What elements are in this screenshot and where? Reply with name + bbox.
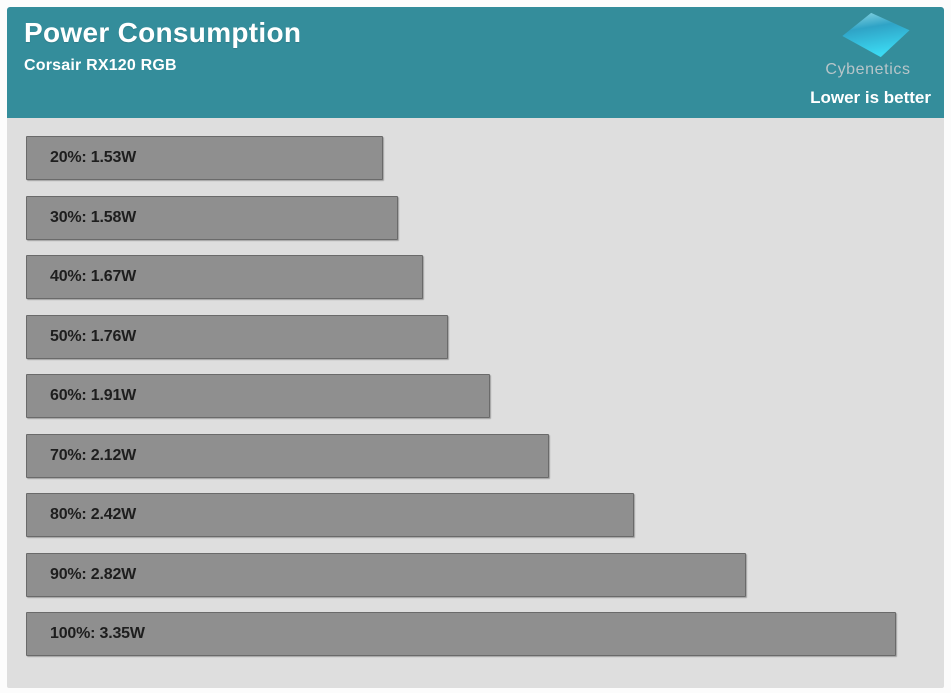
power-consumption-bar: 80%: 2.42W xyxy=(26,493,634,537)
power-consumption-bar: 60%: 1.91W xyxy=(26,374,491,418)
power-consumption-bar: 100%: 3.35W xyxy=(26,612,896,656)
bar-label: 50%: 1.76W xyxy=(50,327,137,345)
power-consumption-bar: 50%: 1.76W xyxy=(26,314,449,359)
bar-label: 60%: 1.91W xyxy=(50,387,137,404)
power-consumption-bar: 70%: 2.12W xyxy=(26,433,550,478)
page-subtitle: Corsair RX120 RGB xyxy=(24,57,177,74)
bar-row: 20%: 1.53W xyxy=(26,136,935,180)
chart-header: Power Consumption Corsair RX120 RGB Cybe… xyxy=(7,7,944,118)
page-title: Power Consumption xyxy=(24,17,302,48)
bar-label: 70%: 2.12W xyxy=(50,446,137,464)
note-lower-is-better: Lower is better xyxy=(810,88,931,107)
brand-block: Cybenetics Lower is better xyxy=(805,11,931,108)
cybenetics-logo-icon xyxy=(842,12,910,58)
bar-row: 100%: 3.35W xyxy=(26,612,935,656)
bar-chart: 20%: 1.53W 30%: 1.58W 40%: 1.67W 50%: 1.… xyxy=(7,118,944,688)
power-consumption-bar: 40%: 1.67W xyxy=(26,255,423,299)
bar-chart-rows: 20%: 1.53W 30%: 1.58W 40%: 1.67W 50%: 1.… xyxy=(26,136,935,656)
bar-row: 60%: 1.91W xyxy=(26,374,935,418)
page-frame: Power Consumption Corsair RX120 RGB Cybe… xyxy=(7,7,944,688)
bar-label: 20%: 1.53W xyxy=(50,149,137,166)
bar-row: 80%: 2.42W xyxy=(26,493,935,537)
bar-row: 30%: 1.58W xyxy=(26,195,935,240)
bar-row: 90%: 2.82W xyxy=(26,552,935,597)
brand-name: Cybenetics xyxy=(825,61,911,78)
bar-label: 40%: 1.67W xyxy=(50,268,137,285)
bar-row: 50%: 1.76W xyxy=(26,314,935,359)
bar-row: 70%: 2.12W xyxy=(26,433,935,478)
bar-label: 80%: 2.42W xyxy=(50,506,137,523)
power-consumption-bar: 30%: 1.58W xyxy=(26,195,398,240)
power-consumption-bar: 90%: 2.82W xyxy=(26,552,747,597)
power-consumption-bar: 20%: 1.53W xyxy=(26,136,384,180)
bar-label: 30%: 1.58W xyxy=(50,208,137,226)
bar-label: 90%: 2.82W xyxy=(50,565,137,583)
bar-label: 100%: 3.35W xyxy=(50,625,145,642)
bar-row: 40%: 1.67W xyxy=(26,255,935,299)
